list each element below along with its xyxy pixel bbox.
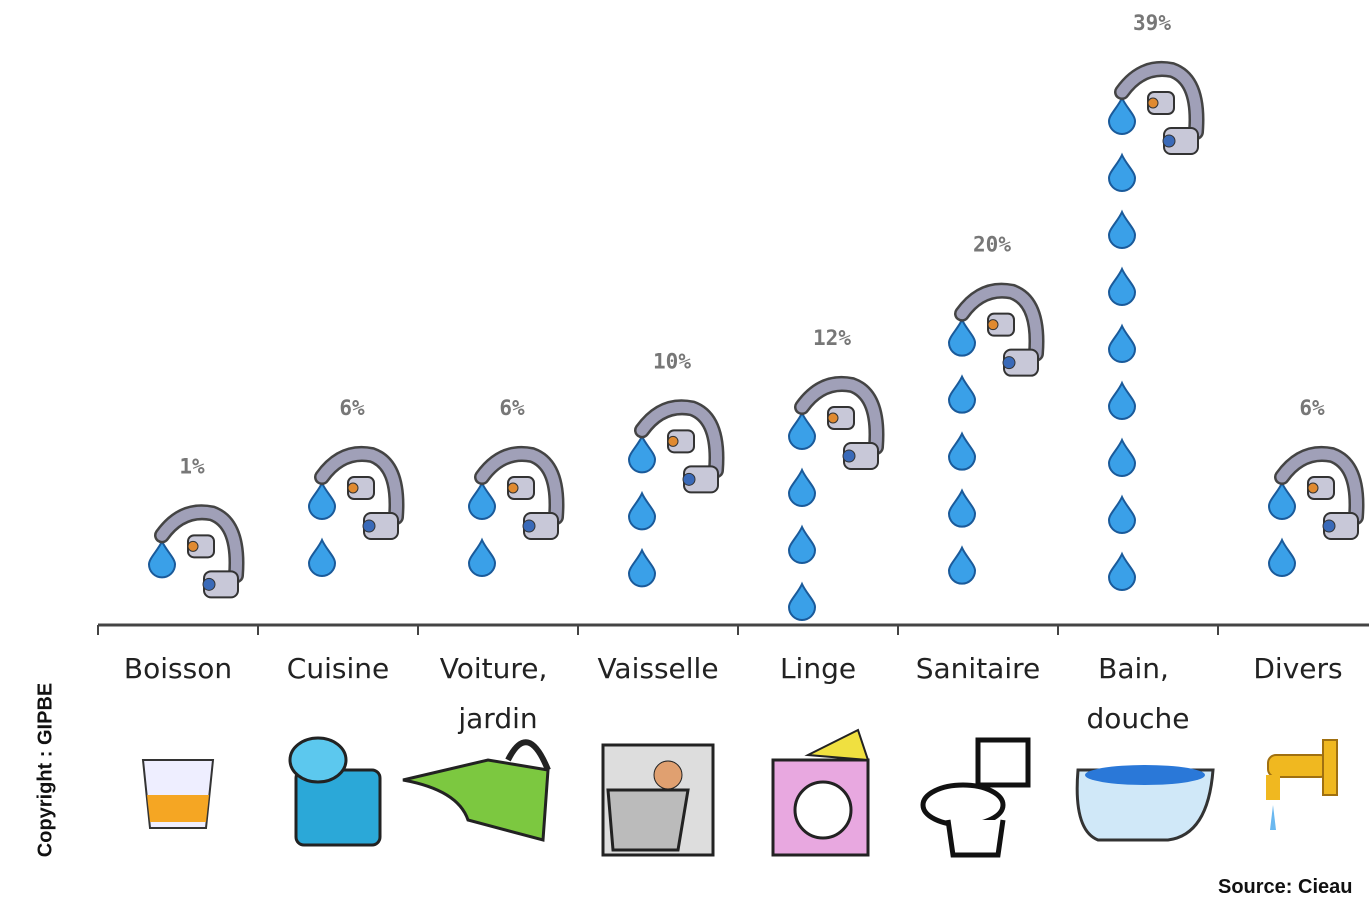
- category-label: Divers: [1253, 652, 1342, 685]
- tap-knob-center: [203, 578, 215, 590]
- water-drop: [629, 436, 655, 472]
- icon: [1268, 755, 1328, 777]
- tap-knob-center: [988, 320, 998, 330]
- icon: [147, 795, 209, 822]
- water-drop: [1109, 212, 1135, 248]
- value-label: 6%: [339, 396, 365, 420]
- water-drop: [309, 540, 335, 576]
- water-drop: [469, 483, 495, 519]
- water-drop: [949, 434, 975, 470]
- water-drop: [1109, 326, 1135, 362]
- category-label: Vaisselle: [597, 652, 718, 685]
- tap-knob-center: [668, 436, 678, 446]
- water-drop: [1109, 554, 1135, 590]
- page: Copyright : GIPBE Source: Cieau 1% Boisso…: [0, 0, 1369, 902]
- water-drop: [789, 470, 815, 506]
- value-label: 20%: [973, 233, 1011, 257]
- water-drop: [789, 413, 815, 449]
- pictogram-bar: [149, 512, 238, 597]
- tap-knob-center: [1148, 98, 1158, 108]
- water-drop: [949, 548, 975, 584]
- icon: [654, 761, 682, 789]
- icon: [978, 740, 1028, 785]
- pictogram-bar: [629, 407, 718, 586]
- category-label: Linge: [780, 652, 856, 685]
- icon: [795, 782, 851, 838]
- tap-knob-center: [188, 541, 198, 551]
- tap-knob-center: [508, 483, 518, 493]
- water-drop: [949, 377, 975, 413]
- icon: [923, 785, 1003, 825]
- water-drop: [1109, 155, 1135, 191]
- source: Source: Cieau: [1218, 876, 1352, 898]
- water-drop: [1109, 98, 1135, 134]
- icon: [1323, 740, 1337, 795]
- category-label: Cuisine: [287, 652, 389, 685]
- icon: [608, 790, 688, 850]
- pictogram-bar: [1269, 454, 1358, 576]
- water-drop: [629, 493, 655, 529]
- chart: Copyright : GIPBE Source: Cieau 1% Boisso…: [0, 0, 1369, 902]
- value-label: 12%: [813, 326, 851, 350]
- icon: [1085, 765, 1205, 785]
- water-drop: [949, 320, 975, 356]
- water-drop: [629, 550, 655, 586]
- water-drop: [1109, 440, 1135, 476]
- tap-knob-center: [523, 520, 535, 532]
- tap-knob-center: [1163, 135, 1175, 147]
- water-drop: [949, 491, 975, 527]
- tap-knob-center: [1323, 520, 1335, 532]
- water-drop-icon: [1270, 805, 1276, 830]
- value-label: 6%: [1299, 396, 1325, 420]
- water-drop: [1109, 497, 1135, 533]
- value-label: 10%: [653, 349, 691, 373]
- water-drop: [789, 527, 815, 563]
- pictogram-bar: [949, 291, 1038, 584]
- water-drop: [1109, 269, 1135, 305]
- water-drop: [469, 540, 495, 576]
- category-label: Voiture, jardin: [440, 652, 557, 735]
- water-drop: [1269, 540, 1295, 576]
- icon: [403, 760, 548, 840]
- category-label: Bain, douche: [1086, 652, 1189, 735]
- icon: [290, 738, 346, 782]
- water-drop: [149, 541, 175, 577]
- pictogram-bar: [309, 454, 398, 576]
- value-label: 1%: [179, 454, 205, 478]
- tap-knob-center: [683, 473, 695, 485]
- category-label: Boisson: [124, 652, 232, 685]
- icon: [948, 820, 1003, 855]
- water-drop: [1269, 483, 1295, 519]
- tap-knob-center: [828, 413, 838, 423]
- water-drop: [1109, 383, 1135, 419]
- pictogram-bar: [1109, 69, 1198, 590]
- copyright: Copyright : GIPBE: [34, 683, 56, 857]
- pictogram-bar: [469, 454, 558, 576]
- tap-knob-center: [843, 450, 855, 462]
- tap-knob-center: [1308, 483, 1318, 493]
- water-drop: [789, 584, 815, 620]
- tap-knob-center: [363, 520, 375, 532]
- category-label: Sanitaire: [916, 652, 1041, 685]
- tap-knob-center: [348, 483, 358, 493]
- value-label: 39%: [1133, 11, 1171, 35]
- tap-knob-center: [1003, 357, 1015, 369]
- pictogram-bar: [789, 384, 878, 620]
- icon: [808, 730, 868, 760]
- value-label: 6%: [499, 396, 525, 420]
- water-drop: [309, 483, 335, 519]
